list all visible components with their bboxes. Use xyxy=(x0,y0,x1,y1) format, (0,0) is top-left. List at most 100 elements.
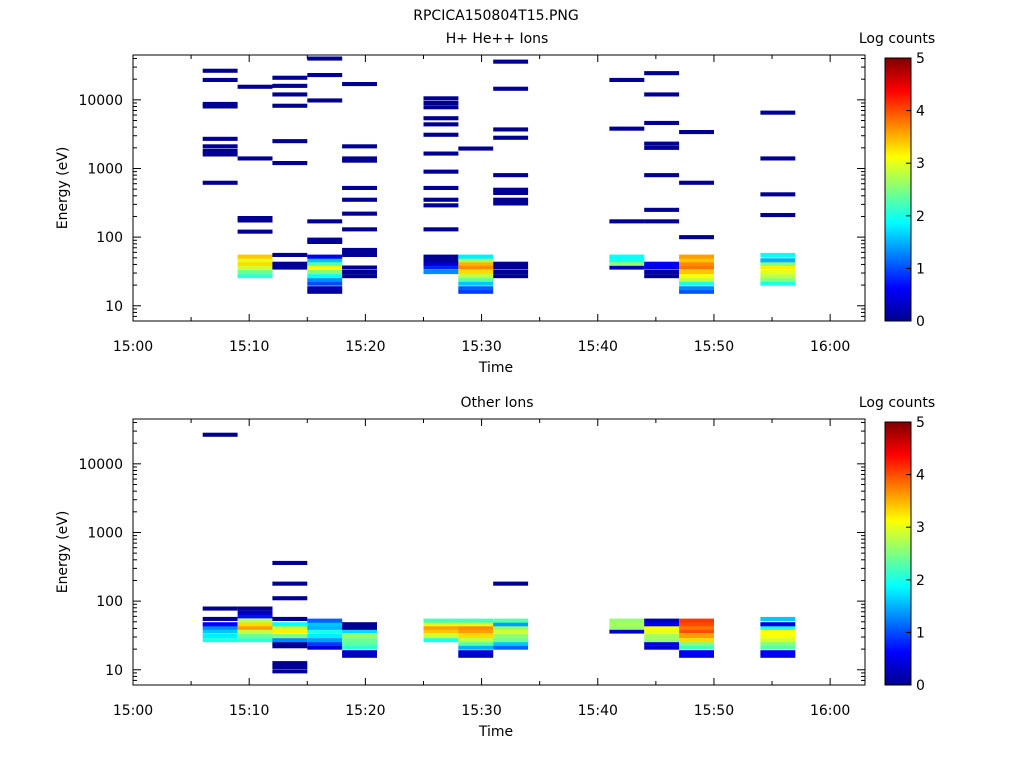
spectrogram-cell xyxy=(272,629,308,634)
spectrogram-cell xyxy=(307,98,343,103)
panel-bottom-x-ticks: 15:00 15:10 15:20 15:30 15:40 15:50 16:00 xyxy=(113,419,850,719)
spectrogram-cell xyxy=(458,622,494,627)
x-tick-label: 15:10 xyxy=(229,339,269,355)
spectrogram-cell xyxy=(679,653,714,658)
spectrogram-cell xyxy=(237,625,273,630)
spectrogram-cell xyxy=(609,618,645,623)
spectrogram-cell xyxy=(237,618,273,623)
spectrogram-cell xyxy=(644,173,680,178)
spectrogram-cell xyxy=(679,277,714,282)
x-tick-label: 16:00 xyxy=(810,339,850,355)
spectrogram-cell xyxy=(458,286,494,291)
x-tick-label: 15:40 xyxy=(578,703,618,719)
spectrogram-cell xyxy=(272,596,308,601)
spectrogram-cell xyxy=(458,274,494,279)
colorbar-tick-label: 3 xyxy=(916,156,925,172)
spectrogram-cell xyxy=(272,669,308,674)
spectrogram-cell xyxy=(202,68,238,73)
spectrogram-cell xyxy=(679,261,714,266)
spectrogram-cell xyxy=(644,71,680,76)
spectrogram-cell xyxy=(458,634,494,639)
spectrogram-cell xyxy=(679,289,714,294)
spectrogram-cell xyxy=(458,638,494,643)
spectrogram-cell xyxy=(423,122,459,127)
spectrogram-cell xyxy=(342,653,377,658)
spectrogram-cell xyxy=(760,616,796,621)
spectrogram-cell xyxy=(760,213,796,218)
spectrogram-cell xyxy=(307,289,343,294)
spectrogram-cell xyxy=(493,190,529,195)
spectrogram-cell xyxy=(760,274,796,279)
spectrogram-cell xyxy=(458,258,494,263)
y-tick-label: 10000 xyxy=(78,457,123,473)
spectrogram-cell xyxy=(307,270,343,275)
spectrogram-cell xyxy=(423,618,459,623)
spectrogram-cell xyxy=(644,145,680,150)
spectrogram-cell xyxy=(760,270,796,275)
spectrogram-cell xyxy=(458,650,494,655)
spectrogram-cell xyxy=(493,86,529,91)
spectrogram-cell xyxy=(679,629,714,634)
spectrogram-cell xyxy=(644,634,680,639)
spectrogram-cell xyxy=(202,148,238,153)
spectrogram-cell xyxy=(458,645,494,650)
spectrogram-cell xyxy=(760,625,796,630)
colorbar-tick-label: 5 xyxy=(916,415,925,431)
spectrogram-cell xyxy=(202,625,238,630)
spectrogram-cell xyxy=(679,258,714,263)
spectrogram-cell xyxy=(644,92,680,97)
spectrogram-cell xyxy=(342,622,377,627)
spectrogram-cell xyxy=(307,219,343,224)
spectrogram-cell xyxy=(760,277,796,282)
colorbar-tick-label: 4 xyxy=(916,468,925,484)
panel-top-y-ticks: 10 100 1000 10000 xyxy=(78,58,865,322)
spectrogram-cell xyxy=(342,156,377,161)
spectrogram-cell xyxy=(679,650,714,655)
spectrogram-cell xyxy=(202,101,238,106)
spectrogram-cell xyxy=(493,629,529,634)
spectrogram-cell xyxy=(423,270,459,275)
spectrogram-cell xyxy=(272,92,308,97)
panel-bottom-title: Other Ions xyxy=(460,395,533,411)
panel-top-title: H+ He++ Ions xyxy=(446,31,549,47)
spectrogram-cell xyxy=(342,629,377,634)
spectrogram-cell xyxy=(423,254,459,259)
spectrogram-cell xyxy=(423,638,459,643)
x-tick-label: 15:50 xyxy=(694,703,734,719)
spectrogram-cell xyxy=(237,629,273,634)
spectrogram-cell xyxy=(272,634,308,639)
spectrogram-cell xyxy=(237,265,273,270)
panel-bottom-cells xyxy=(202,432,796,674)
spectrogram-cell xyxy=(760,650,796,655)
spectrogram-cell xyxy=(307,618,343,623)
x-tick-label: 15:00 xyxy=(113,339,153,355)
spectrogram-cell xyxy=(237,84,273,89)
spectrogram-cell xyxy=(237,156,273,161)
colorbar-tick-label: 1 xyxy=(916,625,925,641)
spectrogram-cell xyxy=(272,616,308,621)
panel-bottom-y-ticks: 10 100 1000 10000 xyxy=(78,422,865,686)
x-tick-label: 15:40 xyxy=(578,339,618,355)
spectrogram-cell xyxy=(609,126,645,131)
x-tick-label: 15:30 xyxy=(461,703,501,719)
spectrogram-cell xyxy=(202,616,238,621)
spectrogram-cell xyxy=(493,641,529,646)
spectrogram-cell xyxy=(493,173,529,178)
spectrogram-cell xyxy=(760,261,796,266)
spectrogram-cell xyxy=(679,274,714,279)
spectrogram-cell xyxy=(307,73,343,78)
spectrogram-cell xyxy=(679,634,714,639)
spectrogram-cell xyxy=(644,141,680,146)
spectrogram-cell xyxy=(272,161,308,166)
spectrogram-cell xyxy=(644,274,680,279)
x-tick-label: 15:20 xyxy=(345,703,385,719)
panel-bottom-colorbar-label: Log counts xyxy=(859,395,935,411)
spectrogram-cell xyxy=(202,634,238,639)
panel-bottom-colorbar-ticks: 0 1 2 3 4 5 xyxy=(906,415,925,694)
spectrogram-cell xyxy=(644,645,680,650)
spectrogram-cell xyxy=(644,618,680,623)
spectrogram-cell xyxy=(202,638,238,643)
panel-top-colorbar-ticks: 0 1 2 3 4 5 xyxy=(906,51,925,330)
spectrogram-cell xyxy=(202,152,238,157)
x-tick-label: 15:30 xyxy=(461,339,501,355)
